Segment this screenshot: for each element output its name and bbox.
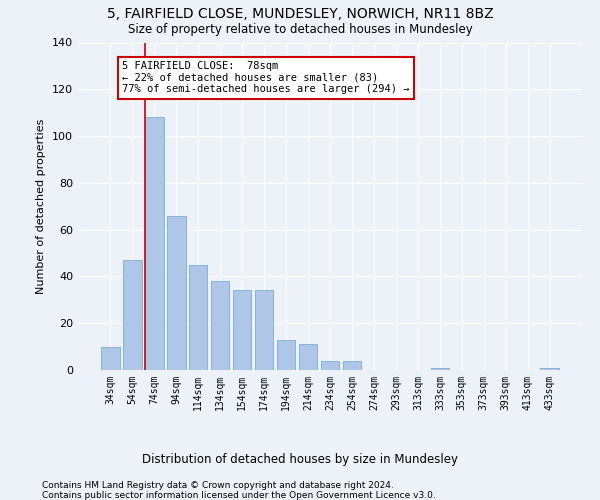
Bar xyxy=(541,368,559,370)
Bar xyxy=(123,260,142,370)
Bar xyxy=(277,340,295,370)
Bar xyxy=(189,264,208,370)
Text: Distribution of detached houses by size in Mundesley: Distribution of detached houses by size … xyxy=(142,452,458,466)
Text: Size of property relative to detached houses in Mundesley: Size of property relative to detached ho… xyxy=(128,22,472,36)
Bar xyxy=(211,281,229,370)
Bar xyxy=(167,216,185,370)
Bar xyxy=(101,346,119,370)
Text: Contains public sector information licensed under the Open Government Licence v3: Contains public sector information licen… xyxy=(42,491,436,500)
Bar xyxy=(233,290,251,370)
Y-axis label: Number of detached properties: Number of detached properties xyxy=(37,118,46,294)
Bar xyxy=(255,290,274,370)
Bar xyxy=(320,360,340,370)
Bar xyxy=(145,118,164,370)
Bar xyxy=(431,368,449,370)
Text: Contains HM Land Registry data © Crown copyright and database right 2024.: Contains HM Land Registry data © Crown c… xyxy=(42,481,394,490)
Text: 5, FAIRFIELD CLOSE, MUNDESLEY, NORWICH, NR11 8BZ: 5, FAIRFIELD CLOSE, MUNDESLEY, NORWICH, … xyxy=(107,8,493,22)
Text: 5 FAIRFIELD CLOSE:  78sqm
← 22% of detached houses are smaller (83)
77% of semi-: 5 FAIRFIELD CLOSE: 78sqm ← 22% of detach… xyxy=(122,61,410,94)
Bar xyxy=(343,360,361,370)
Bar xyxy=(299,344,317,370)
